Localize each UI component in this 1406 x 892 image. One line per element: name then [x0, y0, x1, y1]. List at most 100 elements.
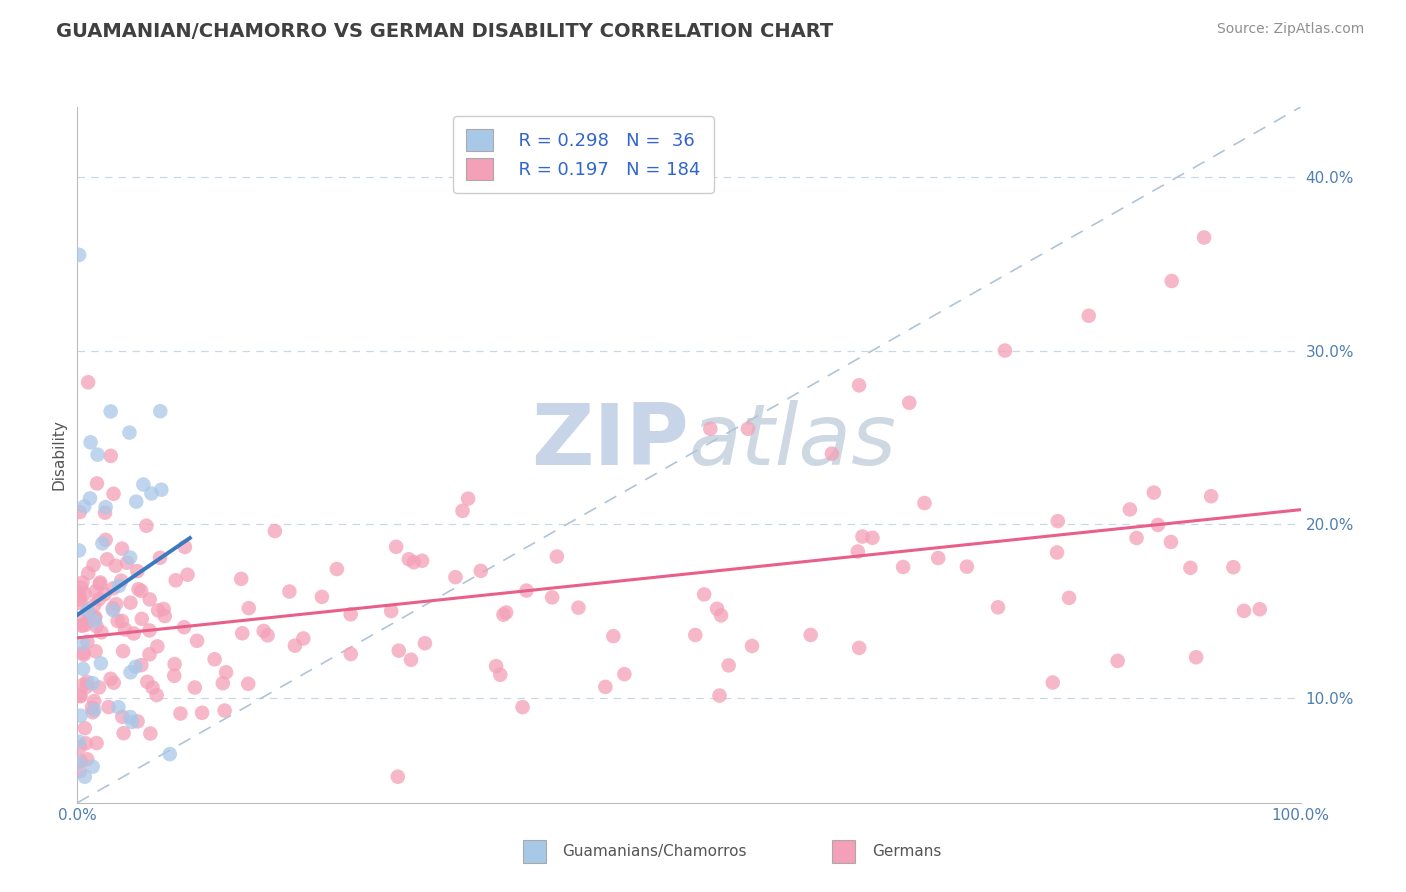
Point — [256, 628, 278, 642]
Point — [83, 694, 105, 708]
Point — [326, 562, 349, 576]
Point — [120, 710, 142, 724]
Point — [457, 491, 479, 506]
Point — [253, 624, 276, 638]
Point — [79, 435, 101, 450]
Point — [101, 603, 124, 617]
Point — [385, 540, 408, 554]
Point — [75, 618, 97, 632]
Point — [153, 609, 176, 624]
Point — [470, 564, 492, 578]
Point — [1077, 309, 1099, 323]
Point — [176, 567, 198, 582]
Point — [138, 624, 160, 638]
Point — [398, 552, 420, 566]
Point — [120, 596, 142, 610]
Point — [1180, 561, 1202, 575]
Point — [851, 530, 873, 544]
Point — [72, 636, 94, 650]
Point — [800, 628, 823, 642]
Point — [387, 770, 409, 784]
Point — [1222, 560, 1244, 574]
Point — [124, 659, 146, 673]
Point — [927, 551, 949, 566]
Point — [72, 677, 94, 691]
Point — [741, 639, 763, 653]
Point — [76, 752, 98, 766]
Point — [89, 575, 111, 590]
Point — [169, 706, 191, 721]
Point — [121, 714, 143, 729]
Point — [100, 672, 122, 686]
Point — [1185, 650, 1208, 665]
Point — [492, 607, 515, 622]
Point — [67, 756, 90, 770]
Point — [129, 583, 152, 598]
Point — [90, 657, 112, 671]
Point — [107, 700, 129, 714]
Point — [186, 633, 208, 648]
Point — [956, 559, 979, 574]
Point — [131, 612, 153, 626]
Point — [204, 652, 226, 666]
Point — [706, 601, 728, 615]
Point — [1249, 602, 1271, 616]
Point — [148, 603, 170, 617]
Text: ZIP: ZIP — [531, 400, 689, 483]
Point — [862, 531, 884, 545]
Point — [72, 618, 94, 632]
Point — [97, 700, 120, 714]
Point — [699, 422, 721, 436]
Point — [1233, 604, 1256, 618]
Point — [846, 544, 869, 558]
Point — [82, 705, 104, 719]
Point — [67, 735, 90, 749]
Point — [485, 659, 508, 673]
Point — [1046, 514, 1069, 528]
Point — [127, 714, 149, 729]
Point — [150, 483, 173, 497]
Point — [231, 572, 253, 586]
Point — [138, 648, 160, 662]
Point — [131, 658, 153, 673]
Point — [86, 619, 108, 633]
Point — [125, 494, 148, 508]
Point — [90, 625, 112, 640]
Point — [86, 448, 108, 462]
Point — [75, 736, 97, 750]
Point — [339, 607, 361, 622]
Point — [163, 657, 186, 672]
Point — [149, 550, 172, 565]
Point — [72, 646, 94, 660]
Point — [238, 677, 260, 691]
Point — [105, 597, 128, 611]
Point — [145, 688, 167, 702]
Point — [107, 614, 129, 628]
Point — [77, 605, 100, 619]
Point — [413, 636, 436, 650]
Point — [122, 626, 145, 640]
Point — [120, 665, 142, 680]
Point — [1160, 535, 1182, 549]
Point — [69, 740, 91, 755]
Point — [91, 536, 114, 550]
Text: GUAMANIAN/CHAMORRO VS GERMAN DISABILITY CORRELATION CHART: GUAMANIAN/CHAMORRO VS GERMAN DISABILITY … — [56, 22, 834, 41]
Point — [94, 506, 117, 520]
Point — [1192, 230, 1215, 244]
Point — [173, 620, 195, 634]
Point — [69, 689, 91, 703]
Point — [79, 491, 101, 506]
Point — [149, 404, 172, 418]
Point — [444, 570, 467, 584]
Point — [231, 626, 253, 640]
Point — [80, 700, 103, 714]
Point — [1107, 654, 1129, 668]
Point — [86, 476, 108, 491]
Point — [311, 590, 333, 604]
Point — [541, 591, 564, 605]
Point — [89, 577, 111, 591]
Point — [173, 540, 195, 554]
Point — [717, 658, 740, 673]
Point — [83, 614, 105, 628]
Point — [111, 614, 134, 628]
